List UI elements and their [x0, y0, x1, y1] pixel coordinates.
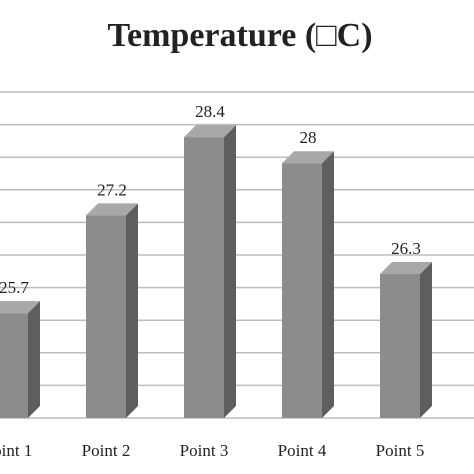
- bar-top: [282, 151, 334, 164]
- value-label: 28: [300, 128, 317, 147]
- bar: [380, 274, 420, 418]
- bar: [184, 137, 224, 418]
- bar-side: [420, 262, 432, 418]
- bar-side: [126, 203, 138, 418]
- bar-side: [28, 301, 40, 418]
- x-tick-label: Point 5: [376, 441, 425, 460]
- bar: [282, 163, 322, 418]
- bar-side: [224, 125, 236, 419]
- x-tick-label: Point 3: [180, 441, 229, 460]
- x-tick-label: Point 4: [278, 441, 327, 460]
- bar-top: [184, 125, 236, 138]
- bar: [86, 215, 126, 418]
- value-label: 28.4: [195, 102, 225, 121]
- value-label: 27.2: [97, 180, 127, 199]
- x-tick-label: Point 1: [0, 441, 32, 460]
- bar-top: [380, 262, 432, 275]
- value-label: 26.3: [391, 239, 421, 258]
- value-label: 25.7: [0, 278, 29, 297]
- bar: [0, 313, 28, 418]
- bar-top: [0, 301, 40, 314]
- x-tick-label: Point 2: [82, 441, 131, 460]
- bar-top: [86, 203, 138, 216]
- bar-side: [322, 151, 334, 418]
- chart-title: Temperature (□C): [107, 17, 372, 54]
